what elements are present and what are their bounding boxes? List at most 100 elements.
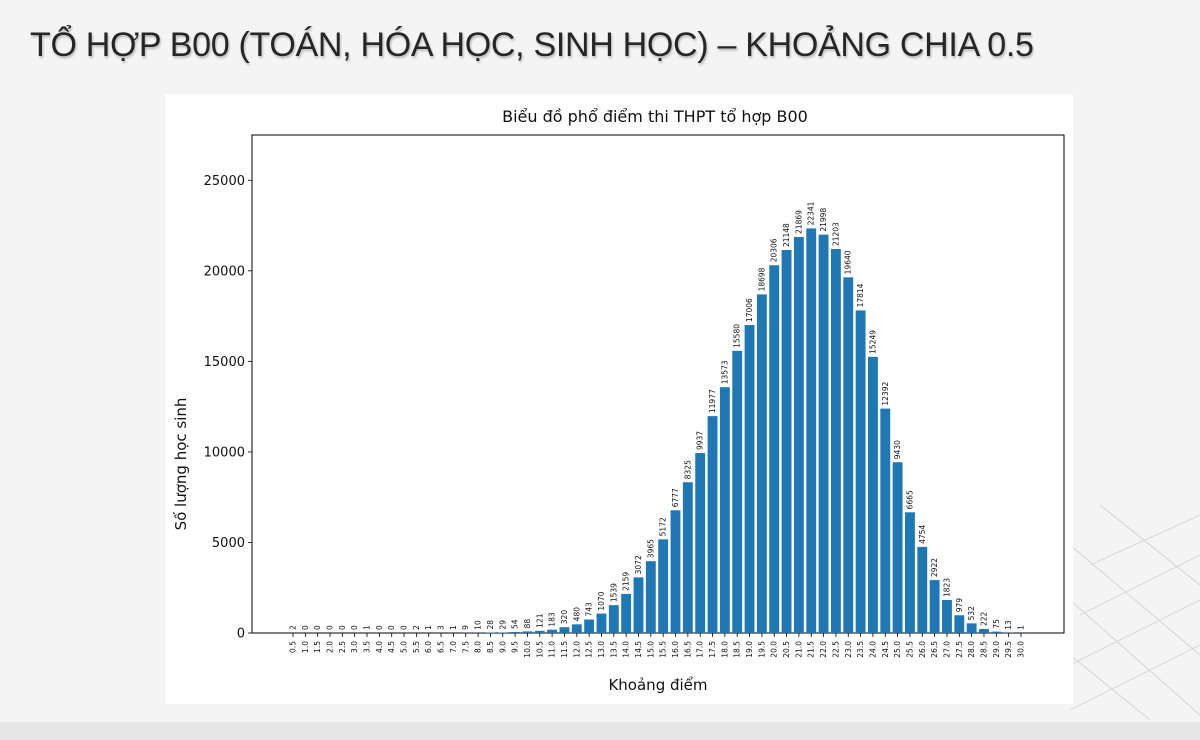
x-tick-label-1.5: 1.5 (313, 641, 322, 653)
bar-11.0 (547, 629, 558, 633)
data-label-21.5: 22341 (807, 201, 816, 225)
bar-12.5 (584, 619, 595, 633)
data-label-2.5: 0 (338, 625, 347, 630)
data-label-26.5: 2922 (930, 558, 939, 577)
data-label-14.5: 3072 (634, 555, 643, 574)
x-tick-label-25.5: 25.5 (905, 641, 914, 658)
data-label-4.5: 0 (387, 625, 396, 630)
data-label-13.5: 1539 (609, 583, 618, 602)
x-tick-label-27.5: 27.5 (955, 641, 964, 658)
x-tick-label-24.0: 24.0 (868, 641, 877, 658)
x-tick-label-8.5: 8.5 (486, 641, 495, 653)
y-tick-label-5000: 5000 (212, 536, 245, 551)
bar-16.5 (682, 482, 693, 633)
x-tick-label-18.5: 18.5 (733, 641, 742, 658)
x-tick-label-17.5: 17.5 (708, 641, 717, 658)
bar-13.5 (608, 605, 619, 633)
data-label-20.0: 20306 (770, 238, 779, 262)
x-tick-label-29.5: 29.5 (1004, 641, 1013, 658)
data-label-10.0: 88 (523, 619, 532, 629)
data-label-0.5: 2 (289, 625, 298, 630)
bar-9.5 (510, 632, 521, 633)
x-tick-label-23.5: 23.5 (856, 641, 865, 658)
x-tick-label-14.5: 14.5 (634, 641, 643, 658)
bar-10.0 (522, 631, 533, 633)
x-tick-label-30.0: 30.0 (1017, 641, 1026, 658)
data-label-17.0: 9937 (696, 431, 705, 450)
x-tick-label-11.0: 11.0 (548, 641, 557, 658)
bar-10.5 (534, 630, 545, 633)
data-label-6.0: 1 (424, 625, 433, 630)
x-tick-label-21.5: 21.5 (807, 641, 816, 658)
x-tick-label-28.0: 28.0 (967, 641, 976, 658)
data-label-15.0: 3965 (646, 539, 655, 558)
data-label-25.0: 9430 (893, 440, 902, 459)
data-label-27.5: 979 (955, 598, 964, 613)
data-label-6.5: 3 (437, 625, 446, 630)
data-label-28.5: 222 (979, 611, 988, 626)
x-tick-label-22.0: 22.0 (819, 641, 828, 658)
bar-11.5 (559, 627, 570, 633)
data-label-19.0: 17006 (745, 298, 754, 322)
x-axis-label: Khoảng điểm (608, 676, 707, 694)
x-tick-label-5.5: 5.5 (412, 641, 421, 653)
data-label-14.0: 2159 (622, 572, 631, 591)
data-label-3.5: 1 (363, 625, 372, 630)
bar-20.0 (769, 265, 780, 633)
data-label-1.5: 0 (313, 625, 322, 630)
x-tick-label-22.5: 22.5 (831, 641, 840, 658)
data-label-22.5: 21203 (831, 222, 840, 246)
plot-area-frame (251, 134, 1065, 634)
bar-28.5 (979, 628, 989, 633)
x-tick-label-9.0: 9.0 (498, 641, 507, 653)
x-tick-label-5.0: 5.0 (400, 641, 409, 653)
bar-19.5 (756, 294, 767, 633)
x-tick-label-2.5: 2.5 (338, 641, 347, 653)
x-tick-label-18.0: 18.0 (720, 641, 729, 658)
data-label-16.0: 6777 (671, 488, 680, 507)
x-tick-label-14.0: 14.0 (622, 641, 631, 658)
slide-title: TỔ HỢP B00 (TOÁN, HÓA HỌC, SINH HỌC) – K… (30, 26, 1034, 64)
x-tick-label-4.5: 4.5 (387, 641, 396, 653)
y-axis: 0 5000 10000 15000 20000 25000 (204, 174, 252, 642)
x-tick-label-8.0: 8.0 (474, 641, 483, 653)
data-label-18.5: 15580 (733, 324, 742, 348)
bar-18.0 (719, 387, 730, 633)
data-label-7.0: 1 (449, 625, 458, 630)
bar-23.0 (843, 277, 854, 633)
data-label-30.0: 1 (1017, 625, 1026, 630)
x-tick-label-9.5: 9.5 (511, 641, 520, 653)
data-label-24.0: 15249 (868, 330, 877, 354)
x-tick-label-12.0: 12.0 (572, 641, 581, 658)
data-label-22.0: 21998 (819, 208, 828, 232)
x-tick-label-20.0: 20.0 (770, 641, 779, 658)
bar-21.5 (806, 228, 817, 634)
bar-8.5 (485, 632, 496, 633)
data-label-10.5: 121 (535, 613, 544, 628)
bar-22.5 (830, 249, 841, 633)
data-label-8.0: 10 (474, 620, 483, 630)
bar-9.0 (497, 632, 508, 633)
y-tick-label-15000: 15000 (204, 355, 245, 370)
bar-23.5 (855, 310, 866, 633)
bar-27.0 (942, 599, 952, 633)
bar-26.5 (929, 580, 940, 633)
x-tick-label-6.0: 6.0 (424, 641, 433, 653)
bar-18.5 (732, 350, 743, 633)
data-label-11.5: 320 (560, 610, 569, 625)
y-axis-label: Số lượng học sinh (172, 398, 190, 531)
x-tick-label-25.0: 25.0 (893, 641, 902, 658)
data-label-20.5: 21148 (782, 223, 791, 247)
x-tick-label-10.5: 10.5 (535, 641, 544, 658)
bar-16.0 (670, 510, 681, 633)
bar-21.0 (793, 236, 804, 633)
x-tick-label-15.0: 15.0 (646, 641, 655, 658)
x-tick-label-1.0: 1.0 (301, 641, 310, 653)
x-tick-label-15.5: 15.5 (659, 641, 668, 658)
data-label-12.5: 743 (585, 602, 594, 617)
y-tick-label-10000: 10000 (204, 445, 245, 460)
decorative-grid-pattern (1070, 505, 1200, 720)
chart-title: Biểu đồ phổ điểm thi THPT tổ hợp B00 (502, 107, 808, 126)
x-tick-label-7.5: 7.5 (461, 641, 470, 653)
bar-17.0 (695, 453, 706, 633)
